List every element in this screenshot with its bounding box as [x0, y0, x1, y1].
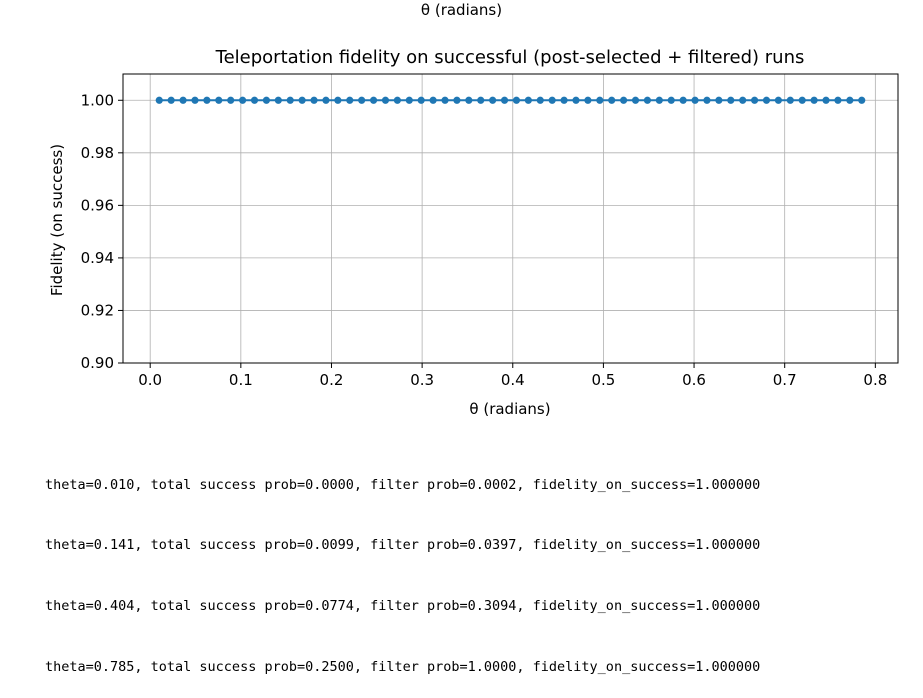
chart-title: Teleportation fidelity on successful (po… [215, 47, 805, 68]
data-point [227, 96, 235, 104]
data-point [155, 96, 163, 104]
data-point [369, 96, 378, 104]
data-point [596, 96, 604, 104]
data-point [381, 96, 390, 104]
data-point [286, 96, 294, 104]
data-point [560, 96, 568, 104]
y-tick-label: 0.94 [81, 249, 114, 267]
console-line: theta=0.010, total success prob=0.0000, … [45, 476, 761, 493]
data-point [643, 96, 652, 104]
data-point [215, 96, 223, 104]
y-tick-label: 0.96 [81, 196, 114, 214]
data-point [524, 96, 532, 104]
data-point [798, 96, 806, 104]
console-line: theta=0.785, total success prob=0.2500, … [45, 659, 761, 676]
x-tick-label: 0.1 [229, 371, 253, 389]
x-tick-label: 0.2 [320, 371, 344, 389]
data-point [667, 96, 675, 104]
data-point [846, 96, 854, 104]
data-point [536, 96, 544, 104]
x-tick-label: 0.6 [682, 371, 706, 389]
data-point [358, 96, 366, 104]
data-point [500, 96, 509, 104]
series-fidelity [155, 96, 866, 104]
data-point [405, 96, 413, 104]
y-tick-label: 0.92 [81, 301, 114, 319]
data-point [250, 96, 259, 104]
data-point [631, 96, 640, 104]
data-point [441, 96, 449, 104]
data-point [298, 96, 306, 104]
x-tick-label: 0.0 [138, 371, 162, 389]
data-point [703, 96, 711, 104]
cutoff-axis-label: θ (radians) [420, 1, 503, 19]
data-point [239, 96, 247, 104]
data-point [572, 96, 580, 104]
data-point [429, 96, 437, 104]
data-point [715, 96, 723, 104]
y-tick-label: 1.00 [81, 91, 114, 109]
data-point [620, 96, 628, 104]
data-point [167, 96, 175, 104]
data-point [762, 96, 771, 104]
data-point [489, 96, 497, 104]
fidelity-chart: Teleportation fidelity on successful (po… [48, 47, 899, 418]
y-tick-label: 0.98 [81, 144, 114, 162]
data-point [465, 96, 473, 104]
console-output: theta=0.010, total success prob=0.0000, … [45, 434, 760, 698]
x-tick-label: 0.5 [591, 371, 615, 389]
data-point [750, 96, 759, 104]
grid [123, 74, 898, 364]
data-point [810, 96, 818, 104]
data-point [334, 96, 342, 104]
console-line: theta=0.141, total success prob=0.0099, … [45, 537, 761, 554]
x-tick-label: 0.4 [501, 371, 525, 389]
data-point [322, 96, 330, 104]
data-point [417, 96, 425, 104]
x-axis-ticks: 0.0 0.1 0.2 0.3 0.4 0.5 0.6 0.7 0.8 [138, 363, 887, 389]
data-point [393, 96, 401, 104]
x-axis-label: θ (radians) [469, 400, 550, 418]
y-tick-label: 0.90 [81, 354, 114, 372]
data-point [179, 96, 187, 104]
data-point [453, 96, 461, 104]
data-point [203, 96, 211, 104]
data-point [858, 96, 866, 104]
data-point [262, 96, 271, 104]
data-point [274, 96, 282, 104]
data-point [786, 96, 794, 104]
plot-frame [122, 73, 899, 364]
data-point [822, 96, 830, 104]
x-tick-label: 0.8 [863, 371, 887, 389]
data-point [679, 96, 687, 104]
data-point [739, 96, 747, 104]
data-point [512, 96, 521, 104]
data-point [584, 96, 592, 104]
data-point [310, 96, 318, 104]
console-line: theta=0.404, total success prob=0.0774, … [45, 598, 761, 615]
data-point [727, 96, 735, 104]
data-point [346, 96, 354, 104]
data-point [655, 96, 663, 104]
data-point [608, 96, 616, 104]
data-point [774, 96, 782, 104]
y-axis-ticks: 0.90 0.92 0.94 0.96 0.98 1.00 [81, 91, 123, 372]
y-axis-label: Fidelity (on success) [48, 144, 66, 296]
data-point [548, 96, 556, 104]
data-point [191, 96, 199, 104]
data-point [691, 96, 699, 104]
x-tick-label: 0.7 [773, 371, 797, 389]
x-tick-label: 0.3 [410, 371, 434, 389]
data-point [834, 96, 842, 104]
data-point [477, 96, 485, 104]
